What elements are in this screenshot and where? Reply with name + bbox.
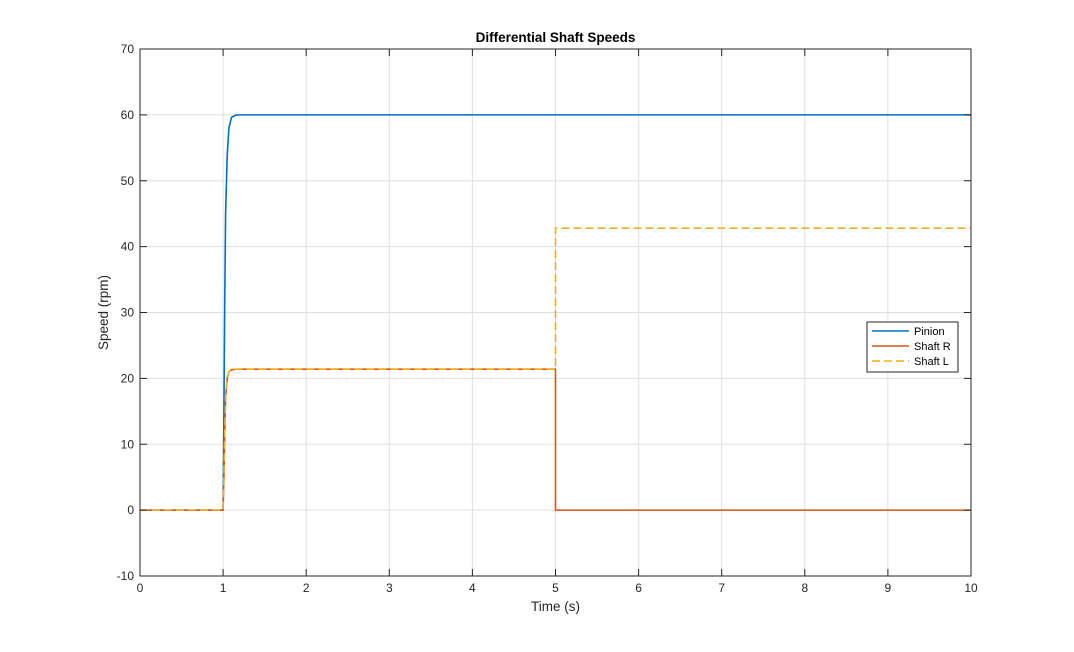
x-axis-label: Time (s) <box>531 599 580 614</box>
y-axis-label: Speed (rpm) <box>96 275 111 350</box>
x-tick-label: 3 <box>386 581 393 595</box>
legend-label: Pinion <box>914 326 945 338</box>
chart-title: Differential Shaft Speeds <box>476 30 636 45</box>
x-tick-label: 4 <box>469 581 476 595</box>
series-line-3 <box>140 227 971 511</box>
x-tick-label: 8 <box>801 581 808 595</box>
x-tick-label: 0 <box>137 581 144 595</box>
x-tick-label: 6 <box>635 581 642 595</box>
y-tick-label: 70 <box>121 42 135 56</box>
y-tick-label: 60 <box>121 108 135 122</box>
series-line-1 <box>140 114 971 511</box>
x-tick-label: 9 <box>885 581 892 595</box>
series-layer <box>140 114 971 511</box>
y-tick-label: 20 <box>121 371 135 385</box>
x-tick-label: 10 <box>964 581 978 595</box>
y-tick-label: 0 <box>127 503 134 517</box>
y-tick-label: 10 <box>121 437 135 451</box>
legend-label: Shaft R <box>914 341 951 353</box>
x-tick-label: 1 <box>220 581 227 595</box>
x-tick-label: 5 <box>552 581 559 595</box>
legend: Pinion Shaft R Shaft L <box>866 321 959 373</box>
y-tick-label: 30 <box>121 306 135 320</box>
y-tick-label: -10 <box>117 569 135 583</box>
y-tick-label: 40 <box>121 240 135 254</box>
legend-label: Shaft L <box>914 356 949 368</box>
y-tick-label: 50 <box>121 174 135 188</box>
x-tick-label: 7 <box>718 581 725 595</box>
x-tick-label: 2 <box>303 581 310 595</box>
